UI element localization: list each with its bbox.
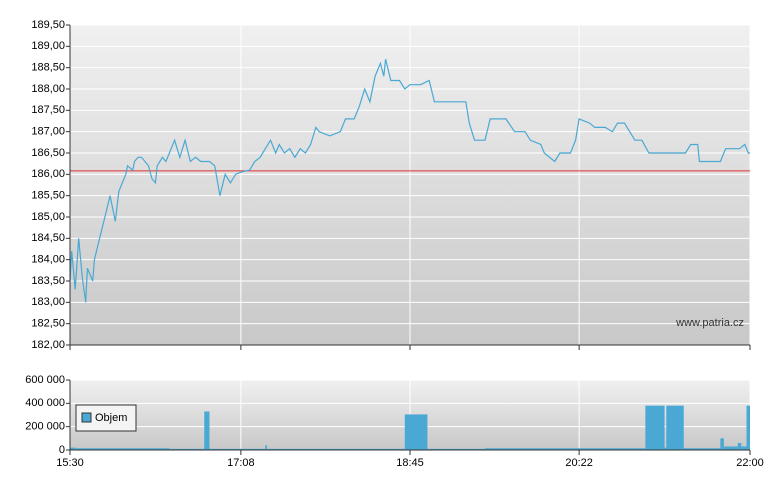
y-tick-label: 188,50 [31,62,65,74]
y-tick-label: 400 000 [25,397,65,409]
volume-bar [75,448,170,450]
y-tick-label: 182,50 [31,318,65,330]
y-tick-label: 0 [59,444,65,456]
legend-label: Objem [95,412,127,424]
volume-bar [404,414,428,450]
x-tick-label: 15:30 [56,457,84,469]
price-line [69,58,750,303]
volume-bar [204,411,210,450]
y-tick-label: 189,00 [31,40,65,52]
y-tick-label: 182,00 [31,339,65,351]
volume-bar [723,446,738,450]
x-tick-label: 18:45 [396,457,424,469]
y-tick-label: 184,00 [31,254,65,266]
volume-bar [741,446,747,450]
y-tick-label: 185,50 [31,190,65,202]
y-tick-label: 187,50 [31,104,65,116]
y-tick-label: 200 000 [25,421,65,433]
y-tick-label: 188,00 [31,83,65,95]
volume-bar [265,445,268,450]
y-tick-label: 183,50 [31,275,65,287]
volume-bar [267,448,405,450]
y-tick-label: 186,50 [31,147,65,159]
x-tick-label: 22:00 [736,457,764,469]
watermark: www.patria.cz [675,317,744,329]
volume-bar [666,405,684,450]
volume-bar [664,447,667,450]
volume-bar [427,448,485,450]
y-tick-label: 185,00 [31,211,65,223]
volume-bar [683,448,721,450]
y-tick-label: 186,00 [31,168,65,180]
y-tick-label: 189,50 [31,19,65,31]
legend-swatch [81,412,92,423]
volume-bar [484,448,646,450]
volume-bar [169,448,205,450]
y-tick-label: 183,00 [31,296,65,308]
y-tick-label: 184,50 [31,232,65,244]
volume-bar [720,438,724,450]
volume-bar [209,448,266,450]
y-tick-label: 600 000 [25,374,65,386]
x-tick-label: 17:08 [227,457,255,469]
volume-bar [737,443,742,450]
x-tick-label: 20:22 [565,457,593,469]
volume-bar [645,405,665,450]
volume-bar [70,447,76,450]
y-tick-label: 187,00 [31,126,65,138]
volume-bar [746,405,750,450]
